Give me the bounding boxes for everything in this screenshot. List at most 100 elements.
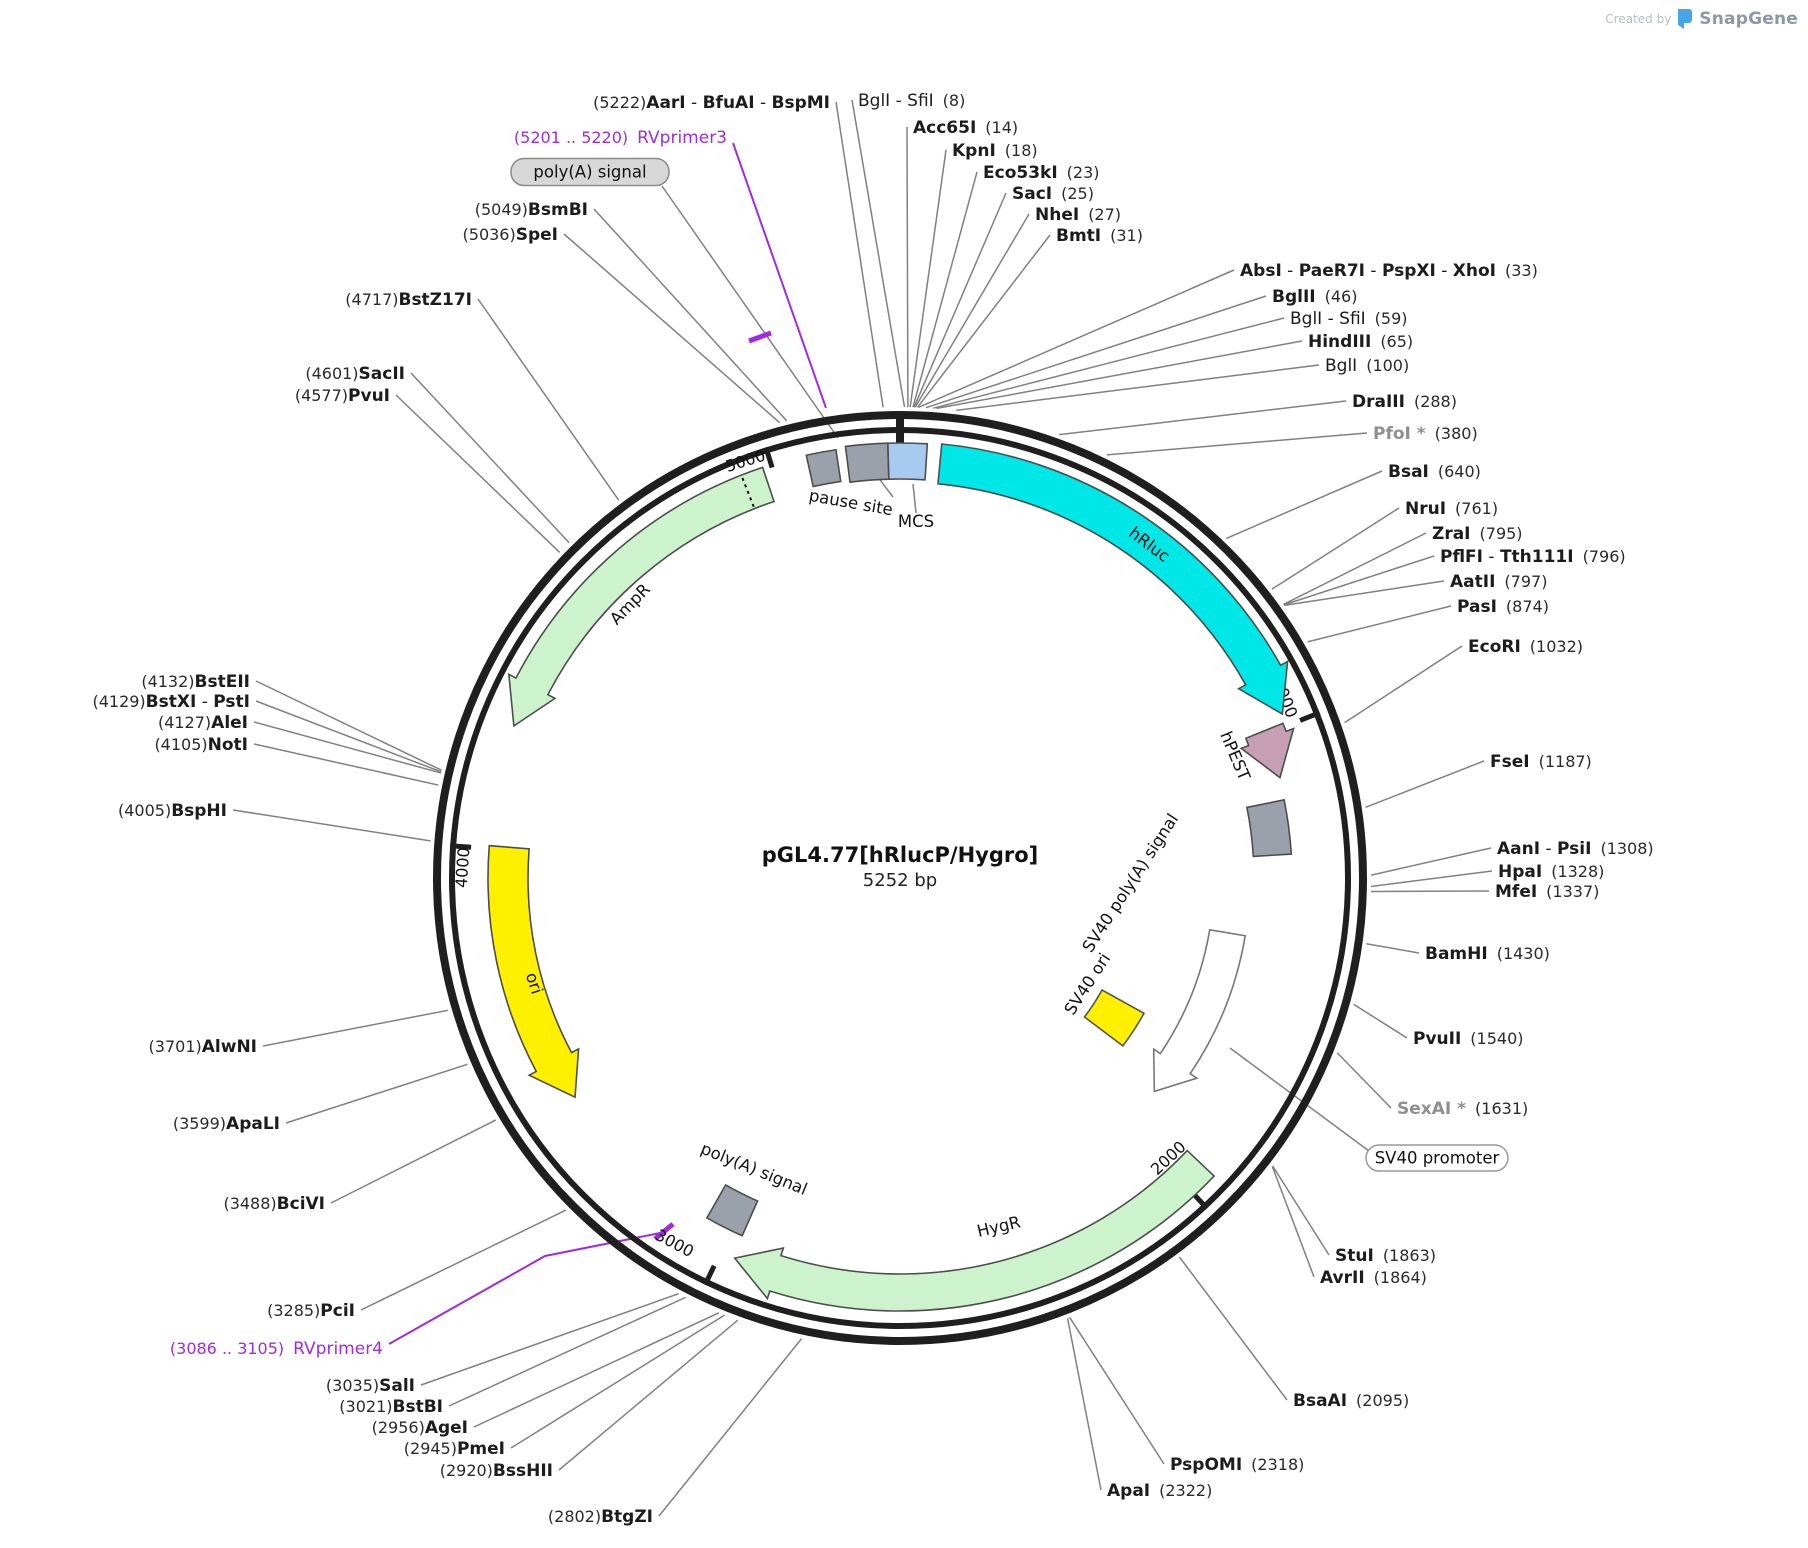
site-label-KpnI[interactable]: KpnI (18) — [952, 141, 1038, 161]
site-leader-BciVI — [330, 1119, 497, 1204]
site-label-SexAI[interactable]: SexAI * (1631) — [1397, 1099, 1528, 1119]
site-label-MfeI[interactable]: MfeI (1337) — [1495, 882, 1599, 902]
feature-polyA-upstream-box[interactable] — [844, 442, 890, 484]
site-label-StuI[interactable]: StuI (1863) — [1335, 1246, 1436, 1266]
feature-hPEST[interactable] — [1239, 722, 1295, 779]
site-label-AvrII[interactable]: AvrII (1864) — [1320, 1268, 1427, 1288]
sv40-promoter-bubble-label: SV40 promoter — [1375, 1149, 1500, 1168]
feature-HygR[interactable] — [733, 1149, 1216, 1312]
site-label-AatII[interactable]: AatII (797) — [1450, 572, 1547, 592]
site-label-PspOMI[interactable]: PspOMI (2318) — [1170, 1455, 1304, 1475]
site-label-FseI[interactable]: FseI (1187) — [1490, 752, 1592, 772]
primer-label-RVprimer4[interactable]: (3086 .. 3105) RVprimer4 — [170, 1339, 383, 1359]
HygR-label[interactable]: HygR — [975, 1212, 1022, 1240]
site-leader-HindIII — [936, 340, 1303, 410]
site-label-BssHII[interactable]: (2920)BssHII — [440, 1461, 553, 1481]
site-label-PasI[interactable]: PasI (874) — [1457, 597, 1549, 617]
site-label-DraIII[interactable]: DraIII (288) — [1352, 392, 1457, 412]
sv40-polyA-label[interactable]: SV40 poly(A) signal — [1079, 810, 1183, 955]
site-label-ApaI[interactable]: ApaI (2322) — [1107, 1481, 1212, 1501]
feature-SV40-promoter-arrow[interactable] — [1152, 928, 1247, 1093]
site-label-AanI[interactable]: AanI - PsiI (1308) — [1497, 839, 1654, 859]
site-label-BsaI[interactable]: BsaI (640) — [1388, 462, 1481, 482]
site-label-SacII[interactable]: (4601)SacII — [305, 364, 405, 384]
site-leader-BtgZI — [658, 1338, 803, 1517]
site-label-BciVI[interactable]: (3488)BciVI — [223, 1194, 325, 1214]
site-leader-SacI — [913, 192, 1007, 408]
site-label-BstXI[interactable]: (4129)BstXI - PstI — [92, 692, 250, 712]
site-label-ApaLI[interactable]: (3599)ApaLI — [173, 1114, 280, 1134]
site-label-AlwNI[interactable]: (3701)AlwNI — [149, 1037, 257, 1057]
feature-MCS-box[interactable] — [887, 442, 929, 481]
site-label-BmtI[interactable]: BmtI (31) — [1056, 226, 1143, 246]
site-leader-FseI — [1365, 760, 1485, 808]
feature-hRluc[interactable] — [937, 443, 1289, 716]
site-label-BstEII[interactable]: (4132)BstEII — [141, 672, 250, 692]
site-label-AarI[interactable]: (5222)AarI - BfuAI - BspMI — [593, 93, 830, 113]
site-leader-NheI — [914, 213, 1030, 408]
backbone-inner-ring — [449, 427, 1351, 1329]
polyA-signal-bubble[interactable] — [510, 157, 670, 187]
pause-site-label[interactable]: pause site — [808, 486, 895, 519]
feature-pause-site-box[interactable] — [805, 448, 842, 488]
sv40-promoter-bubble[interactable] — [1365, 1144, 1509, 1172]
site-leader-BamHI — [1366, 942, 1420, 954]
site-label-BglI[interactable]: BglI - SfiI (8) — [858, 91, 965, 111]
site-label-AbsI[interactable]: AbsI - PaeR7I - PspXI - XhoI (33) — [1240, 261, 1538, 281]
primer-label-RVprimer3[interactable]: (5201 .. 5220) RVprimer3 — [514, 128, 727, 148]
site-label-BstZ17I[interactable]: (4717)BstZ17I — [345, 290, 472, 310]
site-leader-PflFI — [1283, 555, 1435, 606]
site-label-PvuI[interactable]: (4577)PvuI — [295, 386, 390, 406]
site-label-BglI[interactable]: BglI (100) — [1325, 356, 1409, 376]
site-leader-BsaI — [1226, 470, 1383, 540]
site-leader-BsmBI — [593, 208, 788, 422]
site-leader-PspOMI — [1069, 1316, 1165, 1465]
site-label-PciI[interactable]: (3285)PciI — [267, 1301, 355, 1321]
site-label-HindIII[interactable]: HindIII (65) — [1308, 332, 1413, 352]
site-label-HpaI[interactable]: HpaI (1328) — [1498, 862, 1604, 882]
mcs-connector — [912, 483, 917, 514]
site-label-PvuII[interactable]: PvuII (1540) — [1413, 1029, 1524, 1049]
site-label-BamHI[interactable]: BamHI (1430) — [1425, 944, 1550, 964]
site-label-ZraI[interactable]: ZraI (795) — [1432, 524, 1523, 544]
site-leader-SalI — [420, 1293, 679, 1386]
site-label-PflFI[interactable]: PflFI - Tth111I (796) — [1440, 547, 1626, 567]
site-label-Acc65I[interactable]: Acc65I (14) — [913, 118, 1018, 138]
site-label-EcoRI[interactable]: EcoRI (1032) — [1468, 637, 1583, 657]
site-leader-BglI — [956, 364, 1320, 412]
site-label-BglII[interactable]: BglII (46) — [1272, 287, 1357, 307]
site-label-SacI[interactable]: SacI (25) — [1012, 184, 1094, 204]
site-leader-Eco53kI — [912, 171, 978, 408]
site-label-AleI[interactable]: (4127)AleI — [158, 713, 248, 733]
feature-SV40-late-polyA-box[interactable] — [1245, 798, 1293, 858]
site-label-NheI[interactable]: NheI (27) — [1035, 205, 1121, 225]
mcs-label[interactable]: MCS — [898, 512, 934, 531]
primer-leader-RVprimer4 — [388, 1231, 666, 1345]
site-label-Eco53kI[interactable]: Eco53kI (23) — [983, 163, 1100, 183]
site-leader-PciI — [360, 1209, 567, 1311]
site-label-PfoI[interactable]: PfoI * (380) — [1373, 424, 1478, 444]
polyA-bottom-label[interactable]: poly(A) signal — [698, 1139, 810, 1199]
site-label-BstBI[interactable]: (3021)BstBI — [339, 1397, 443, 1417]
site-label-SalI[interactable]: (3035)SalI — [326, 1376, 415, 1396]
site-label-AgeI[interactable]: (2956)AgeI — [372, 1418, 468, 1438]
site-leader-ApaLI — [285, 1063, 468, 1124]
site-label-BspHI[interactable]: (4005)BspHI — [118, 801, 227, 821]
feature-SV40-ori-box[interactable] — [1083, 988, 1146, 1048]
site-leader-StuI — [1272, 1165, 1330, 1256]
feature-polyA-bottom-box[interactable] — [705, 1183, 759, 1237]
feature-ori[interactable] — [487, 844, 580, 1099]
site-label-BsmBI[interactable]: (5049)BsmBI — [475, 200, 588, 220]
site-leader-BglI — [851, 99, 906, 408]
snapgene-watermark: Created by SnapGene — [1605, 8, 1798, 30]
site-label-NotI[interactable]: (4105)NotI — [154, 735, 248, 755]
site-label-PmeI[interactable]: (2945)PmeI — [404, 1439, 505, 1459]
site-leader-AarI — [835, 101, 884, 408]
site-label-BglI[interactable]: BglI - SfiI (59) — [1290, 309, 1408, 329]
site-label-BtgZI[interactable]: (2802)BtgZI — [548, 1507, 653, 1527]
site-label-SpeI[interactable]: (5036)SpeI — [463, 225, 558, 245]
site-label-NruI[interactable]: NruI (761) — [1405, 499, 1498, 519]
site-label-BsaAI[interactable]: BsaAI (2095) — [1293, 1391, 1409, 1411]
primer-mark-RVprimer3 — [748, 330, 772, 344]
